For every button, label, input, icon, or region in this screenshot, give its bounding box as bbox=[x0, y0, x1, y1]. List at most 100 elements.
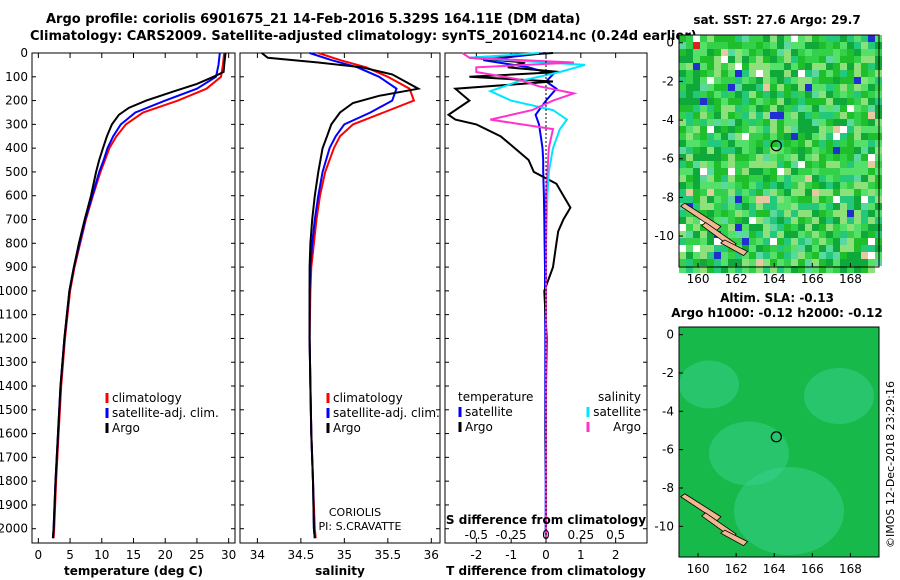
sst-cell bbox=[812, 140, 819, 147]
sst-cell bbox=[833, 217, 840, 224]
sst-cell bbox=[679, 147, 686, 154]
sst-cell bbox=[861, 217, 868, 224]
sst-cell bbox=[700, 49, 707, 56]
sst-cell bbox=[777, 63, 784, 70]
sst-cell bbox=[868, 112, 875, 119]
sst-cell bbox=[728, 112, 735, 119]
sst-cell bbox=[693, 140, 700, 147]
sst-cell bbox=[721, 210, 728, 217]
sst-cell bbox=[770, 91, 777, 98]
sst-cell bbox=[791, 161, 798, 168]
sst-cell bbox=[798, 56, 805, 63]
sst-cell bbox=[805, 259, 812, 266]
sst-cell bbox=[700, 84, 707, 91]
sst-cell bbox=[805, 189, 812, 196]
sst-cell bbox=[693, 133, 700, 140]
sst-cell bbox=[742, 119, 749, 126]
sst-cell bbox=[826, 77, 833, 84]
sst-cell bbox=[805, 133, 812, 140]
sst-cell bbox=[714, 259, 721, 266]
s-tick-label: -0.25 bbox=[496, 528, 527, 542]
sst-cell bbox=[777, 210, 784, 217]
sst-cell bbox=[693, 203, 700, 210]
sst-cell bbox=[700, 91, 707, 98]
sst-cell bbox=[833, 259, 840, 266]
sst-cell bbox=[819, 210, 826, 217]
sst-cell bbox=[728, 182, 735, 189]
sst-cell bbox=[735, 126, 742, 133]
sst-cell bbox=[861, 189, 868, 196]
sst-cell bbox=[742, 49, 749, 56]
sst-cell bbox=[728, 35, 735, 42]
sst-cell bbox=[819, 203, 826, 210]
sst-cell bbox=[812, 266, 819, 273]
sla-anomaly-blob bbox=[804, 368, 874, 424]
sst-cell bbox=[770, 140, 777, 147]
sst-cell bbox=[707, 49, 714, 56]
sst-cell bbox=[728, 77, 735, 84]
map-y-tick-label: -8 bbox=[662, 190, 674, 204]
sst-cell bbox=[798, 140, 805, 147]
sst-cell bbox=[847, 161, 854, 168]
sst-cell bbox=[763, 182, 770, 189]
sst-cell bbox=[833, 203, 840, 210]
sst-cell bbox=[679, 133, 686, 140]
sst-cell bbox=[707, 196, 714, 203]
sst-cell bbox=[826, 35, 833, 42]
sst-cell bbox=[833, 84, 840, 91]
sst-cell bbox=[826, 238, 833, 245]
sst-cell bbox=[749, 119, 756, 126]
sst-cell bbox=[721, 203, 728, 210]
sst-cell bbox=[763, 91, 770, 98]
sst-cell bbox=[826, 161, 833, 168]
sst-cell bbox=[714, 154, 721, 161]
sst-cell bbox=[784, 133, 791, 140]
sst-cell bbox=[826, 91, 833, 98]
map-y-tick-label: -8 bbox=[662, 481, 674, 495]
sst-cell bbox=[777, 196, 784, 203]
sst-cell bbox=[833, 119, 840, 126]
sst-cell bbox=[798, 217, 805, 224]
sst-cell bbox=[714, 126, 721, 133]
sst-cell bbox=[756, 182, 763, 189]
sst-cell bbox=[798, 266, 805, 273]
sst-cell bbox=[861, 259, 868, 266]
sst-cell bbox=[735, 140, 742, 147]
sst-cell bbox=[812, 63, 819, 70]
sst-cell bbox=[693, 182, 700, 189]
sst-cell bbox=[693, 49, 700, 56]
depth-tick-label: 1300 bbox=[0, 355, 28, 369]
sst-cell bbox=[777, 224, 784, 231]
map-x-tick-label: 168 bbox=[839, 272, 862, 286]
sst-cell bbox=[742, 42, 749, 49]
map-x-tick-label: 164 bbox=[763, 562, 786, 576]
sst-cell bbox=[847, 154, 854, 161]
sst-cell bbox=[679, 70, 686, 77]
sst-cell bbox=[763, 175, 770, 182]
sst-cell bbox=[714, 91, 721, 98]
sst-cell bbox=[847, 105, 854, 112]
sst-cell bbox=[854, 154, 861, 161]
salinity-legend-label: Argo bbox=[333, 421, 361, 435]
sst-cell bbox=[700, 189, 707, 196]
sst-cell bbox=[798, 203, 805, 210]
sst-cell bbox=[679, 63, 686, 70]
x-tick-label: 34 bbox=[250, 548, 265, 562]
sst-cell bbox=[700, 112, 707, 119]
sst-cell bbox=[861, 266, 868, 273]
sst-cell bbox=[742, 175, 749, 182]
sst-cell bbox=[847, 77, 854, 84]
sst-cell bbox=[777, 252, 784, 259]
x-tick-label: 2 bbox=[612, 548, 620, 562]
sst-cell bbox=[693, 231, 700, 238]
sst-cell bbox=[791, 105, 798, 112]
sst-cell bbox=[770, 189, 777, 196]
sst-cell bbox=[798, 147, 805, 154]
sst-cell bbox=[700, 266, 707, 273]
sst-cell bbox=[861, 175, 868, 182]
temperature-legend-label: satellite-adj. clim. bbox=[112, 406, 219, 420]
sst-cell bbox=[840, 252, 847, 259]
sst-cell bbox=[721, 154, 728, 161]
sst-cell bbox=[819, 77, 826, 84]
sst-cell bbox=[847, 42, 854, 49]
